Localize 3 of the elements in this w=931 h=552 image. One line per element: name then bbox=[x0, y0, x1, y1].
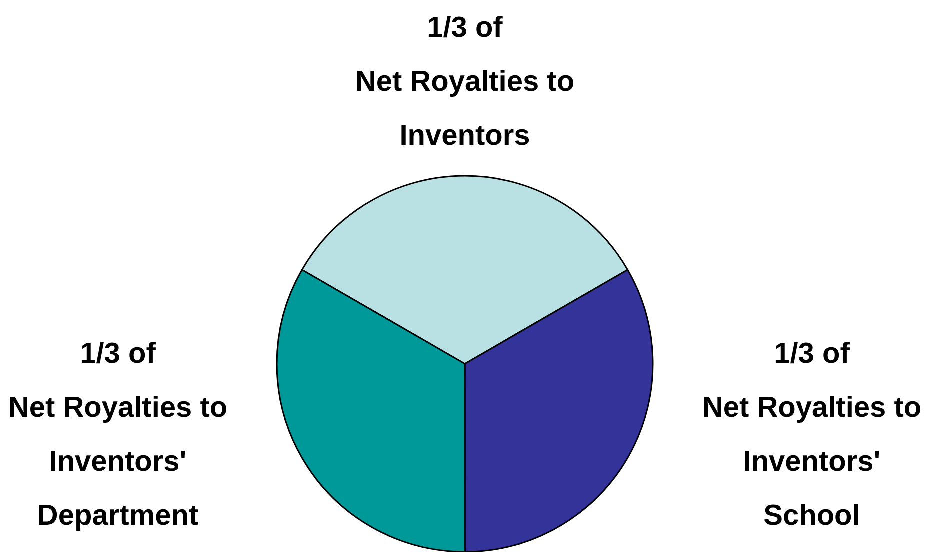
slice-label: 1/3 of Net Royalties to Inventors bbox=[355, 12, 575, 152]
slice-label: 1/3 of Net Royalties to Inventors' Department bbox=[8, 338, 228, 532]
slice-label: 1/3 of Net Royalties to Inventors' School bbox=[702, 338, 922, 532]
